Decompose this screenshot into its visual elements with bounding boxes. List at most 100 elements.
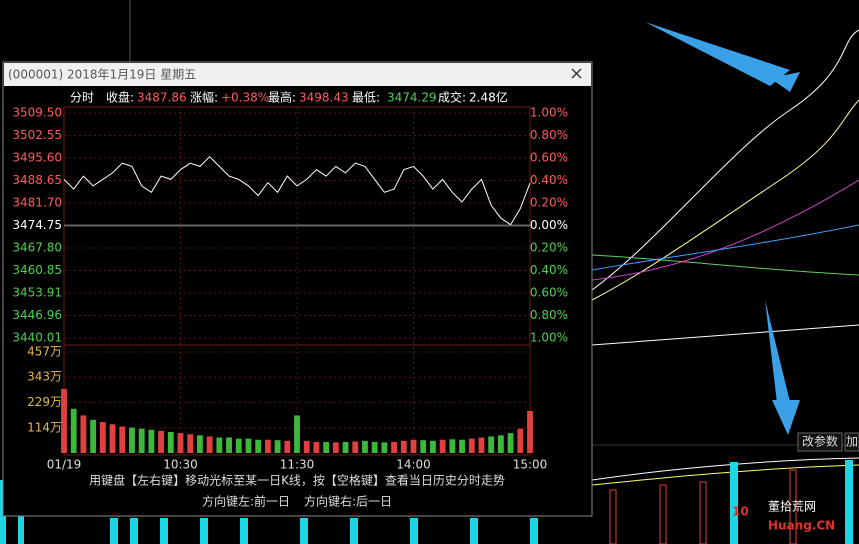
volume-bar	[323, 441, 330, 453]
volume-bar	[148, 429, 155, 453]
volume-bar	[400, 440, 407, 453]
price-line	[63, 155, 531, 226]
watermark: 10	[732, 505, 749, 519]
volume-bar	[507, 433, 514, 453]
volume-bar	[129, 427, 135, 453]
x-tick-label: 14:00	[396, 458, 431, 472]
y-tick-label: 3453.91	[12, 285, 62, 299]
arrow	[645, 22, 790, 86]
x-tick-label: 11:30	[280, 458, 315, 472]
volume-bar	[119, 426, 126, 453]
volume-bar	[167, 432, 174, 453]
volume-bar	[245, 438, 252, 453]
add-button[interactable]	[844, 432, 859, 452]
y-tick-label: 3467.80	[12, 241, 62, 255]
params-button-label[interactable]: 改参数	[802, 434, 838, 449]
bg-ma	[591, 224, 859, 271]
volume-bar	[497, 435, 504, 453]
hint-left: 方向键左:前一日	[202, 494, 290, 509]
volume-bar	[216, 437, 223, 453]
instruction: 用键盘【左右键】移动光标至某一日K线，按【空格键】查看当日历史分时走势	[89, 473, 505, 488]
volume-bar	[90, 419, 97, 453]
volume-bar	[235, 438, 242, 453]
bg-ma	[591, 29, 859, 291]
volume-bar	[109, 424, 116, 453]
close-value: 3487.86	[137, 91, 187, 105]
close-label: 收盘:	[106, 90, 134, 105]
low-value: 3474.29	[387, 91, 437, 105]
x-tick-label: 01/19	[47, 458, 82, 472]
y2-tick-label: 0.00%	[530, 218, 568, 232]
volume-bar	[303, 440, 310, 453]
low-label: 最低:	[352, 91, 380, 105]
vol-tick-label: 114万	[27, 420, 62, 434]
y-tick-label: 3474.75	[12, 218, 62, 232]
add-button-label[interactable]: 加	[846, 435, 858, 449]
y-tick-label: 3460.85	[12, 263, 62, 277]
y2-tick-label: 0.40%	[530, 173, 568, 187]
volume-bar	[488, 436, 495, 453]
volume-bar	[158, 430, 164, 453]
y2-tick-label: 0.80%	[530, 308, 568, 322]
volume-bar	[80, 415, 87, 453]
bg-ma	[591, 254, 859, 276]
volume-bar	[478, 437, 485, 453]
x-tick-label: 10:30	[163, 458, 198, 472]
volume-bar	[70, 408, 77, 453]
volume-bar	[177, 433, 184, 453]
volume-bar	[187, 434, 194, 453]
y2-tick-label: 0.20%	[530, 241, 568, 255]
arrow-head	[770, 72, 800, 92]
y-tick-label: 3495.60	[12, 151, 62, 165]
high-label: 最高:	[268, 90, 296, 105]
turnover-value: 2.48亿	[469, 90, 508, 105]
title-bar	[4, 63, 591, 86]
volume-bar	[459, 439, 465, 453]
volume-bar	[449, 439, 456, 453]
volume-bar	[439, 439, 446, 453]
volume-bar	[294, 415, 300, 453]
y2-tick-label: 0.60%	[530, 286, 568, 300]
volume-bar	[410, 439, 417, 453]
volume-bar	[517, 428, 524, 453]
volume-bar	[352, 441, 359, 453]
x-tick-label: 15:00	[513, 458, 548, 472]
change-value: +0.38%	[221, 91, 269, 105]
y2-tick-label: 1.00%	[530, 106, 568, 120]
arrow-head	[772, 400, 800, 435]
y-tick-label: 3440.01	[12, 331, 62, 345]
y-tick-label: 3502.55	[12, 128, 62, 142]
arrow	[765, 300, 792, 412]
volume-bar	[61, 388, 67, 453]
watermark: Huang.CN	[768, 519, 835, 533]
hint-right: 方向键右:后一日	[304, 494, 392, 509]
params-button[interactable]	[797, 432, 843, 452]
volume-bar	[284, 440, 291, 453]
volume-bar	[468, 438, 475, 453]
y2-tick-label: 0.80%	[530, 128, 568, 142]
volume-bar	[264, 439, 271, 453]
volume-bar	[197, 435, 203, 453]
volume-bar	[362, 440, 368, 453]
y-tick-label: 3446.96	[12, 308, 62, 322]
watermark: 董拾荒网	[768, 499, 816, 514]
volume-bar	[371, 441, 378, 453]
volume-bar	[342, 441, 349, 453]
y-tick-label: 3509.50	[12, 106, 62, 120]
volume-bar	[430, 440, 436, 453]
bg-ma	[591, 324, 859, 346]
vol-tick-label: 457万	[27, 345, 62, 359]
close-button[interactable]	[571, 68, 582, 79]
y-tick-label: 3481.70	[12, 196, 62, 210]
volume-bar	[313, 441, 320, 453]
y2-tick-label: 0.60%	[530, 151, 568, 165]
y2-tick-label: 0.20%	[530, 196, 568, 210]
window-title: (000001) 2018年1月19日 星期五	[8, 68, 196, 82]
mode: 分时	[70, 91, 94, 105]
volume-bar	[381, 442, 388, 453]
volume-bar	[206, 436, 213, 453]
volume-bar	[226, 437, 232, 453]
y2-tick-label: 0.40%	[530, 263, 568, 277]
volume-bar	[138, 428, 145, 453]
